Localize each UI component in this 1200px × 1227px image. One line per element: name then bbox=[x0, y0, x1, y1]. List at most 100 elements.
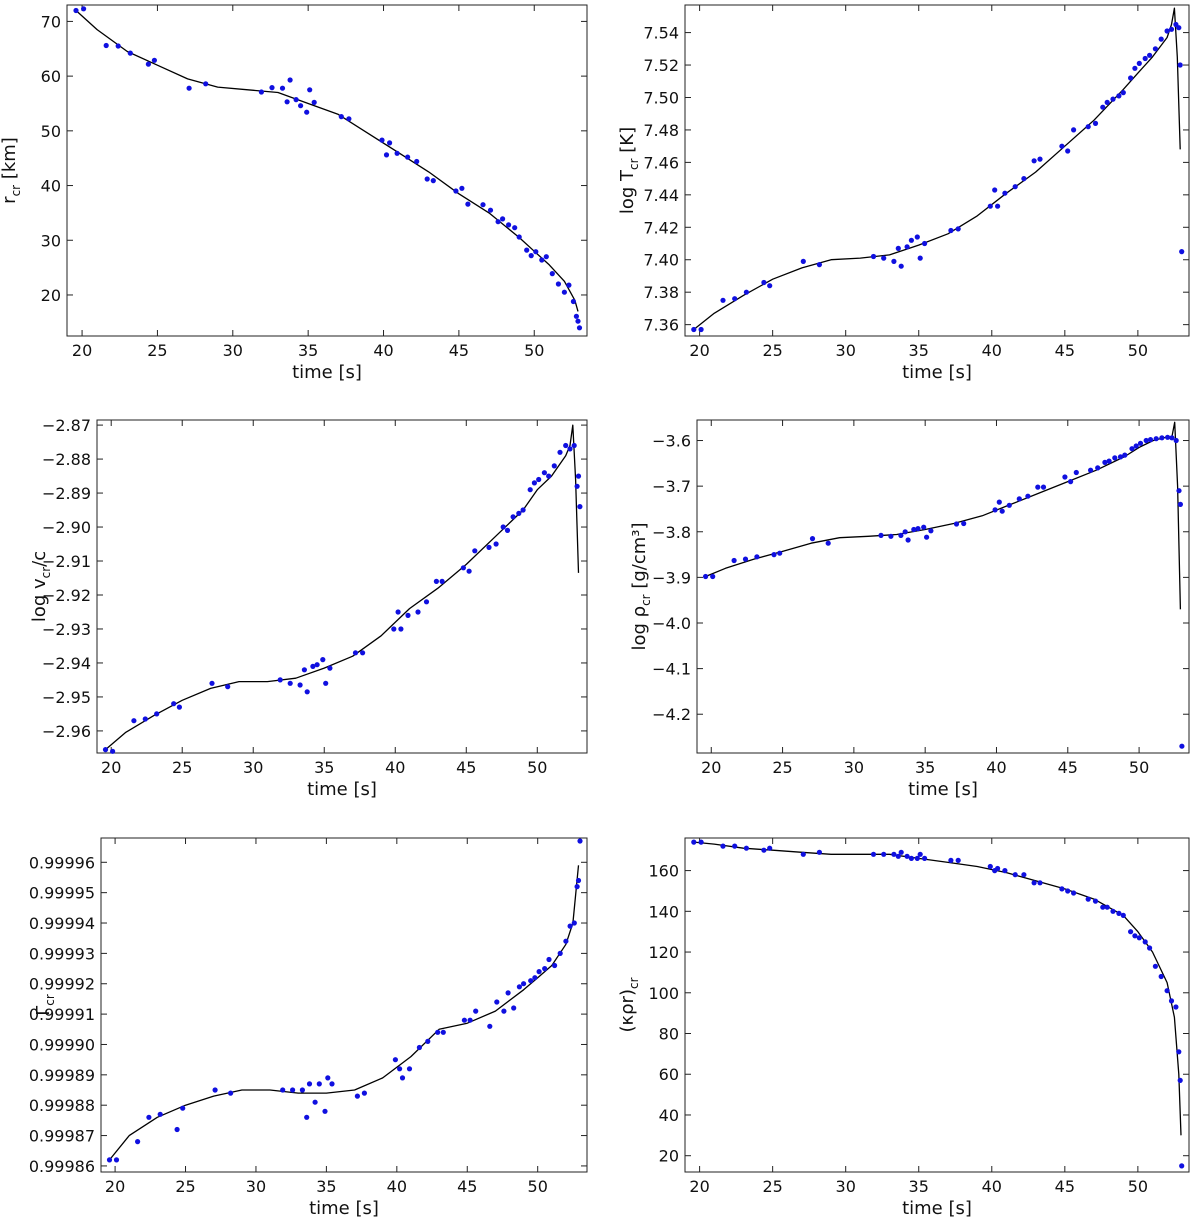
data-point bbox=[543, 254, 549, 260]
y-tick-label: 40 bbox=[659, 1106, 679, 1125]
x-tick-label: 30 bbox=[246, 1177, 266, 1196]
data-point bbox=[908, 855, 915, 862]
data-point bbox=[743, 845, 750, 851]
data-point bbox=[992, 507, 998, 513]
data-point bbox=[922, 855, 928, 862]
y-tick-label: 120 bbox=[648, 943, 679, 962]
data-point bbox=[720, 297, 726, 303]
plot-frame bbox=[684, 4, 1190, 337]
data-point bbox=[1147, 52, 1153, 58]
data-point bbox=[461, 1017, 467, 1023]
data-point bbox=[1158, 973, 1164, 980]
data-point bbox=[277, 677, 283, 683]
fit-curve bbox=[105, 424, 580, 751]
data-point bbox=[955, 226, 961, 232]
plot-frame bbox=[684, 837, 1190, 1173]
data-point bbox=[1159, 435, 1165, 441]
data-point bbox=[691, 326, 697, 333]
y-tick-label: −2.95 bbox=[42, 688, 91, 707]
data-point bbox=[1152, 963, 1158, 969]
chart-panel-3: 20 25 30 35 40 45 50 −2.96 −2.95 −2.94 −2.93 −2.92 −… bbox=[29, 416, 588, 800]
fit-curve bbox=[693, 841, 1182, 1136]
data-point bbox=[1006, 502, 1012, 508]
data-point bbox=[1128, 75, 1134, 81]
x-tick-label: 40 bbox=[982, 341, 1002, 360]
y-tick-label: −3.7 bbox=[652, 477, 691, 496]
data-point bbox=[555, 281, 562, 287]
data-point bbox=[1040, 484, 1047, 490]
data-point bbox=[921, 524, 927, 530]
data-point bbox=[911, 526, 917, 533]
data-point bbox=[895, 245, 901, 251]
data-point bbox=[1153, 436, 1159, 442]
plot-frame bbox=[96, 419, 588, 754]
data-point bbox=[174, 1126, 180, 1133]
data-point bbox=[486, 544, 492, 551]
data-point bbox=[327, 665, 333, 671]
data-point bbox=[1143, 437, 1149, 444]
data-point bbox=[567, 446, 573, 452]
data-point bbox=[524, 247, 530, 253]
data-point bbox=[917, 255, 923, 261]
data-point bbox=[531, 480, 538, 486]
data-point bbox=[453, 188, 459, 194]
y-tick-label: −2.88 bbox=[42, 450, 91, 469]
x-tick-label: 40 bbox=[982, 1177, 1002, 1196]
data-point bbox=[73, 7, 79, 14]
x-tick-label: 50 bbox=[1128, 341, 1148, 360]
x-tick-label: 30 bbox=[836, 341, 856, 360]
x-tick-label: 35 bbox=[316, 1177, 336, 1196]
data-point bbox=[961, 520, 967, 527]
data-point bbox=[720, 843, 726, 849]
x-tick-label: 35 bbox=[915, 758, 935, 777]
data-point bbox=[574, 884, 580, 890]
data-point bbox=[1179, 743, 1185, 749]
data-point bbox=[424, 176, 430, 182]
data-point bbox=[552, 962, 558, 969]
data-point bbox=[258, 89, 264, 95]
data-point bbox=[311, 99, 317, 105]
data-point bbox=[953, 521, 960, 527]
data-point bbox=[870, 851, 877, 857]
data-point bbox=[881, 851, 887, 857]
data-point bbox=[1088, 467, 1094, 473]
chart-panel-1: 20 25 30 35 40 45 50 20 30 40 50 60 70 time [s] rcr [k… bbox=[0, 4, 588, 383]
y-tick-label: 60 bbox=[659, 1065, 679, 1084]
data-point bbox=[570, 298, 577, 305]
x-tick-label: 35 bbox=[909, 341, 929, 360]
y-tick-label: −2.92 bbox=[42, 586, 91, 605]
data-point bbox=[1016, 496, 1022, 502]
x-tick-label: 45 bbox=[457, 1177, 477, 1196]
data-point bbox=[1065, 888, 1071, 894]
y-tick-label: −2.94 bbox=[42, 654, 91, 673]
data-point bbox=[280, 1087, 286, 1093]
data-point bbox=[1120, 912, 1126, 919]
y-axis-label: log vcr/c bbox=[29, 551, 53, 622]
data-point bbox=[731, 557, 737, 564]
data-point bbox=[487, 207, 494, 213]
data-point bbox=[425, 1038, 431, 1044]
data-point bbox=[1035, 484, 1041, 490]
data-point bbox=[1177, 501, 1183, 507]
data-point bbox=[732, 296, 738, 302]
data-point bbox=[1173, 1004, 1179, 1010]
x-tick-label: 50 bbox=[524, 341, 544, 360]
y-tick-label: 50 bbox=[41, 122, 61, 141]
data-point bbox=[186, 85, 192, 91]
data-point bbox=[1071, 127, 1077, 133]
data-point bbox=[915, 526, 921, 532]
data-point bbox=[346, 116, 352, 122]
fit-curve bbox=[75, 10, 579, 312]
data-point bbox=[306, 1081, 313, 1087]
data-point bbox=[703, 573, 709, 580]
data-point bbox=[1165, 434, 1171, 440]
data-point bbox=[1177, 1077, 1183, 1083]
data-point bbox=[995, 203, 1001, 209]
data-point bbox=[800, 258, 806, 264]
data-point bbox=[466, 568, 472, 574]
data-point bbox=[771, 552, 777, 558]
data-point bbox=[536, 969, 542, 975]
x-tick-label: 35 bbox=[298, 341, 318, 360]
data-point bbox=[539, 257, 545, 263]
data-point bbox=[1092, 120, 1099, 126]
